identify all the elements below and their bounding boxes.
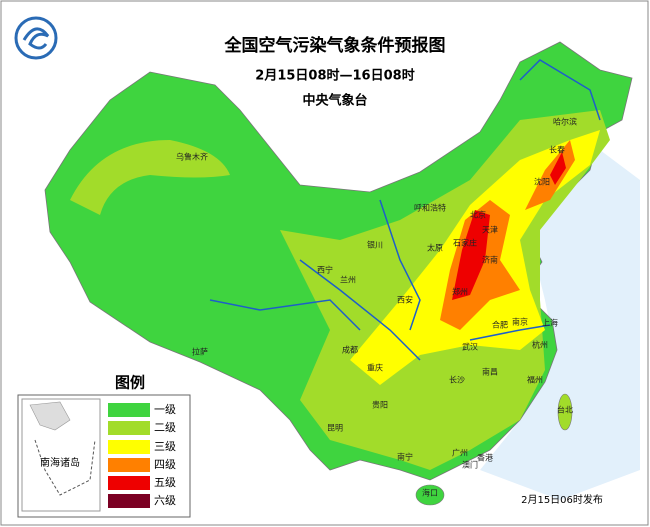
- river: [209, 59, 601, 361]
- taiwan: [557, 393, 573, 431]
- city-label: 呼和浩特: [414, 203, 446, 213]
- city-label: 长春: [549, 145, 565, 155]
- city-label: 南昌: [482, 367, 498, 377]
- city-label: 海口: [422, 488, 438, 498]
- city-label: 太原: [427, 243, 443, 253]
- city-label: 郑州: [452, 287, 468, 297]
- city-label: 西安: [397, 295, 413, 305]
- city-label: 武汉: [462, 342, 478, 352]
- legend-swatch: [108, 458, 150, 472]
- city-label: 香港: [477, 453, 493, 463]
- city-label: 贵阳: [372, 400, 388, 410]
- city-label: 兰州: [340, 275, 356, 285]
- legend-label: 二级: [154, 421, 176, 434]
- legend-label: 一级: [154, 403, 176, 416]
- city-label: 乌鲁木齐: [176, 152, 208, 162]
- city-label: 广州: [452, 448, 468, 458]
- legend-label: 四级: [154, 458, 176, 471]
- city-label: 成都: [342, 345, 358, 355]
- city-label: 沈阳: [534, 177, 550, 187]
- legend-swatch: [108, 403, 150, 417]
- legend-title: 图例: [115, 374, 145, 392]
- city-label: 天津: [482, 225, 498, 235]
- inset-line: [34, 439, 96, 496]
- city-label: 南京: [512, 317, 528, 327]
- logo: [14, 16, 58, 60]
- city-label: 昆明: [327, 424, 343, 433]
- city-label: 澳门: [462, 460, 478, 470]
- legend-label: 三级: [154, 440, 176, 453]
- city-label: 重庆: [367, 363, 383, 373]
- city-label: 银川: [367, 240, 383, 250]
- city-label: 拉萨: [192, 347, 208, 357]
- legend-swatch: [108, 494, 150, 508]
- legend-swatch: [108, 421, 150, 435]
- city-label: 济南: [482, 255, 498, 265]
- city-label: 南宁: [397, 452, 413, 462]
- sea: [480, 150, 640, 500]
- legend-swatch: [108, 440, 150, 454]
- zone-5: [452, 152, 566, 300]
- legend-label: 五级: [154, 476, 176, 489]
- zone-2: [70, 140, 230, 215]
- city-label: 长沙: [449, 375, 465, 385]
- city-label: 西宁: [317, 265, 333, 275]
- hainan: [415, 484, 445, 506]
- legend-swatch: [108, 476, 150, 490]
- title: 全国空气污染气象条件预报图: [224, 35, 446, 56]
- city-label: 合肥: [492, 320, 508, 330]
- city-label: 北京: [470, 210, 486, 220]
- city-label: 福州: [527, 376, 543, 385]
- city-label: 哈尔滨: [553, 117, 577, 127]
- city-label: 台北: [557, 405, 573, 415]
- footer: 2月15日06时发布: [521, 493, 603, 506]
- inset-label: 南海诸岛: [40, 456, 80, 469]
- logo-mark: [22, 27, 50, 50]
- city-label: 杭州: [532, 340, 548, 350]
- city-label: 上海: [542, 318, 558, 328]
- city-label: 石家庄: [453, 238, 477, 248]
- legend-label: 六级: [154, 494, 176, 507]
- issuer: 中央气象台: [302, 93, 367, 109]
- inset-land: [29, 401, 71, 431]
- subtitle: 2月15日08时—16日08时: [255, 68, 414, 84]
